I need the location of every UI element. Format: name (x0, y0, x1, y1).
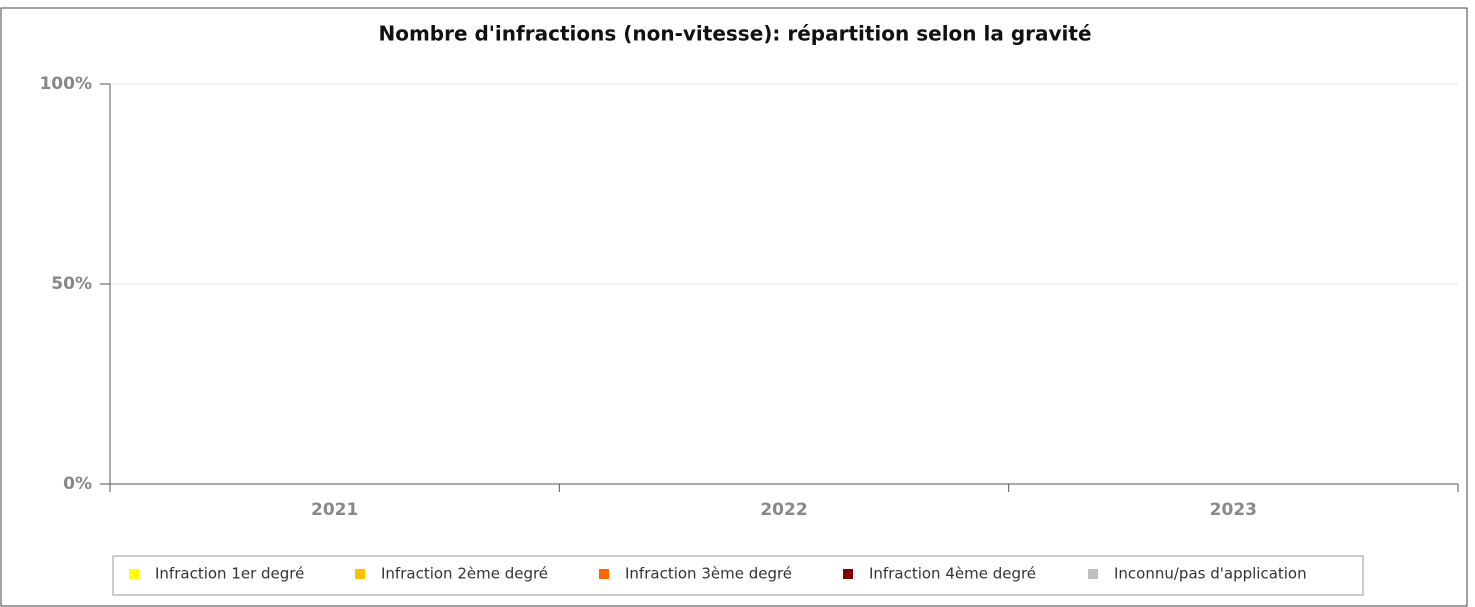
y-tick-label: 50% (51, 274, 92, 294)
chart-title: Nombre d'infractions (non-vitesse): répa… (378, 22, 1091, 46)
legend-label: Inconnu/pas d'application (1114, 565, 1307, 583)
legend-label: Infraction 2ème degré (381, 565, 548, 583)
y-tick-label: 100% (39, 74, 92, 94)
legend-swatch (843, 569, 853, 579)
x-tick-label: 2022 (760, 500, 807, 520)
chart-border (0, 7, 1468, 607)
legend-label: Infraction 3ème degré (625, 565, 792, 583)
legend-label: Infraction 4ème degré (869, 565, 1036, 583)
y-tick-label: 0% (63, 474, 92, 494)
x-tick-label: 2023 (1210, 500, 1257, 520)
legend-swatch (599, 569, 609, 579)
legend-box (112, 555, 1364, 596)
x-tick-label: 2021 (311, 500, 358, 520)
legend-swatch (1088, 569, 1098, 579)
legend-swatch (355, 569, 365, 579)
legend-swatch (129, 569, 139, 579)
legend-label: Infraction 1er degré (155, 565, 304, 583)
